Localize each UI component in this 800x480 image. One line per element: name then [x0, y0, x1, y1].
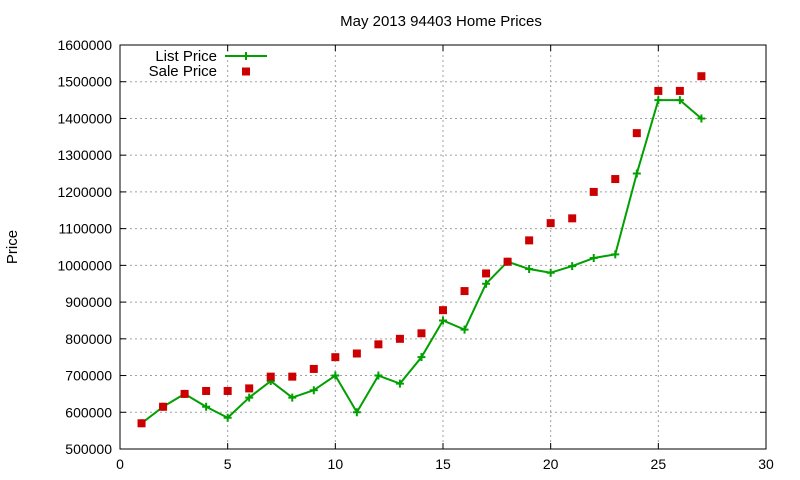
y-tick-label: 600000	[65, 404, 112, 420]
sale-price-point	[374, 340, 383, 349]
x-tick-label: 5	[224, 456, 232, 472]
sale-price-point	[245, 384, 254, 393]
y-tick-labels: 500000 600000 700000 800000 900000 1000000 110…	[57, 37, 112, 457]
sale-price-point	[309, 364, 318, 373]
legend-plus-marker	[242, 52, 250, 60]
sale-price-point	[266, 372, 275, 381]
sale-price-point	[223, 386, 232, 395]
list-price-point	[611, 250, 620, 259]
sale-price-point	[180, 389, 189, 398]
legend-marker-list-price	[242, 52, 250, 60]
list-price-point	[697, 114, 706, 123]
legend-marker-sale-price	[242, 67, 250, 76]
sale-price-point	[654, 86, 663, 95]
series-sale-price	[137, 72, 706, 428]
x-tick-label: 10	[328, 456, 344, 472]
sale-price-point	[439, 306, 447, 315]
x-tick-label: 20	[543, 456, 559, 472]
series-list-price	[137, 96, 706, 428]
gridlines	[120, 45, 766, 449]
y-tick-label: 500000	[65, 441, 112, 457]
sale-price-point	[546, 219, 555, 228]
sale-price-point	[137, 419, 146, 428]
list-price-point	[352, 408, 361, 417]
list-price-point	[202, 402, 211, 411]
sale-price-point	[460, 287, 469, 296]
axis-ticks	[119, 44, 767, 450]
chart-title: May 2013 94403 Home Prices	[340, 13, 542, 30]
sale-price-point	[352, 349, 361, 358]
sale-price-point	[611, 175, 620, 184]
list-price-point	[288, 393, 297, 402]
y-tick-label: 1500000	[57, 74, 112, 90]
sale-price-point	[632, 129, 641, 138]
list-price-point	[460, 325, 469, 334]
y-tick-label: 1000000	[57, 257, 112, 273]
y-tick-label: 800000	[65, 331, 112, 347]
list-price-point	[546, 268, 555, 277]
list-price-point	[675, 96, 684, 105]
y-tick-label: 1200000	[57, 184, 112, 200]
y-axis-label: Price	[4, 230, 21, 264]
list-price-point	[589, 254, 598, 263]
list-price-point	[482, 279, 491, 288]
list-price-point	[395, 379, 404, 388]
legend: List Price Sale Price	[149, 48, 267, 80]
y-tick-label: 1300000	[57, 147, 112, 163]
y-tick-label: 700000	[65, 368, 112, 384]
sale-price-point	[525, 236, 534, 245]
x-tick-labels: 0 5 10 15 20 25 30	[116, 456, 774, 472]
legend-label-sale-price: Sale Price	[149, 63, 217, 80]
list-price-point	[525, 265, 534, 274]
list-price-point	[417, 353, 426, 362]
list-price-point	[374, 371, 383, 380]
sale-price-point	[568, 214, 577, 223]
list-price-point	[654, 96, 663, 105]
list-price-point	[439, 316, 447, 325]
y-tick-label: 1600000	[57, 37, 112, 53]
sale-price-point	[288, 372, 297, 381]
x-tick-label: 30	[758, 456, 774, 472]
list-price-point	[568, 262, 577, 271]
list-price-point	[245, 393, 254, 402]
sale-price-point	[503, 257, 512, 266]
list-price-point	[632, 169, 641, 178]
list-price-point	[309, 386, 318, 395]
list-price-line	[140, 99, 703, 425]
sale-price-point	[331, 353, 340, 362]
sale-price-point	[202, 386, 211, 395]
x-tick-label: 0	[116, 456, 124, 472]
list-price-point	[331, 371, 340, 380]
legend-label-list-price: List Price	[155, 48, 217, 65]
sale-price-point	[482, 269, 491, 278]
sale-price-point	[159, 402, 168, 411]
y-tick-label: 1100000	[59, 221, 113, 237]
x-tick-label: 25	[651, 456, 667, 472]
sale-price-point	[589, 187, 598, 196]
sale-price-point	[395, 334, 404, 343]
x-tick-label: 15	[435, 456, 451, 472]
y-tick-label: 1400000	[57, 110, 112, 126]
sale-price-point	[675, 86, 684, 95]
sale-price-point	[697, 72, 706, 81]
sale-price-point	[417, 329, 426, 338]
list-price-point	[223, 413, 232, 422]
y-tick-label: 900000	[65, 294, 112, 310]
